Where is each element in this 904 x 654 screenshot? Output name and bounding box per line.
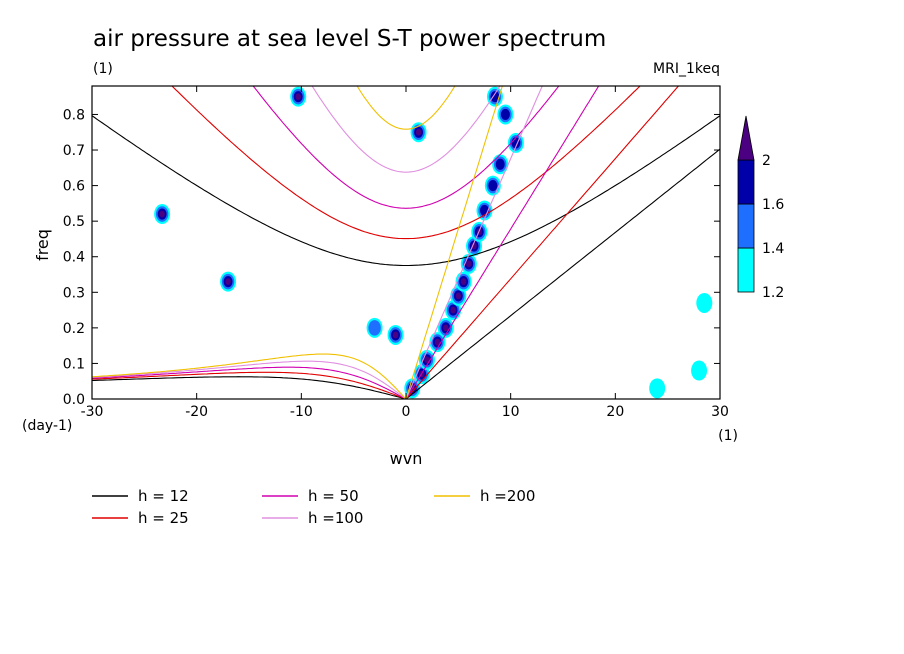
power-contour-24-level-0 [696, 292, 713, 313]
y-tick-label: 0.3 [63, 285, 85, 301]
power-contour-23-level-0 [649, 378, 666, 399]
legend-label: h =200 [480, 487, 535, 505]
power-contour-7-level-3 [460, 278, 467, 286]
colorbar: 1.2 1.4 1.6 2 [737, 115, 784, 301]
y-tick-label: 0.4 [63, 250, 85, 266]
dispersion-curve-rossby-h12 [92, 376, 407, 399]
legend-label: h =100 [308, 509, 363, 527]
colorbar-label: 2 [762, 153, 771, 169]
chart-subtitle-right: MRI_1keq [653, 61, 720, 77]
power-contour-13-level-2 [495, 158, 505, 170]
x-tick-label: 20 [606, 404, 624, 420]
dispersion-curves [92, 86, 720, 399]
dispersion-curve-kelvin-h12 [405, 148, 720, 399]
y-tick-label: 0.1 [63, 356, 85, 372]
power-contour-3-level-3 [434, 338, 441, 346]
power-contour-2-level-3 [424, 356, 430, 364]
dispersion-curve-kelvin-h25 [405, 86, 680, 399]
dispersion-curve-rossby-h50 [92, 366, 407, 399]
x-tick-label: 0 [402, 404, 411, 420]
colorbar-label: 1.6 [762, 197, 784, 213]
x-unit-label: (1) [718, 428, 738, 444]
colorbar-segment-2 [737, 159, 755, 205]
colorbar-segment-1 [737, 203, 755, 249]
dispersion-curve-rossby-h200 [92, 353, 407, 399]
power-contour-21-level-3 [392, 331, 399, 339]
y-tick-label: 0.6 [63, 179, 85, 195]
chart-title: air pressure at sea level S-T power spec… [93, 26, 606, 52]
legend-label: h = 25 [138, 509, 189, 527]
colorbar-label: 1.4 [762, 241, 784, 257]
colorbar-segment-0 [737, 247, 755, 293]
chart-subtitle-left: (1) [93, 61, 113, 77]
power-contour-17-level-3 [415, 128, 422, 136]
legend-label: h = 12 [138, 487, 189, 505]
colorbar-extension [737, 115, 755, 161]
colorbar-label: 1.2 [762, 285, 784, 301]
legend-label: h = 50 [308, 487, 359, 505]
y-tick-label: 0.8 [63, 107, 85, 123]
x-tick-label: 30 [711, 404, 729, 420]
x-axis-label: wvn [390, 449, 423, 468]
power-contour-16-level-2 [490, 91, 500, 103]
dispersion-curve-gravity-h12 [92, 115, 720, 267]
power-contour-18-level-3 [295, 93, 301, 101]
power-contour-8-level-3 [466, 260, 472, 268]
power-contour-6-level-3 [455, 292, 462, 300]
y-axis-label: freq [33, 229, 52, 261]
power-contour-4-level-3 [443, 324, 449, 332]
x-tick-label: -20 [185, 404, 208, 420]
power-contours [154, 86, 713, 399]
dispersion-curve-gravity-h100 [311, 86, 501, 173]
axis-ticks: -30 -20 -10 0 10 20 30 0.0 0.1 0.2 0.3 0.4 0.5 0.6 0.7… [63, 86, 729, 420]
y-tick-label: 0.2 [63, 321, 85, 337]
x-tick-label: -30 [81, 404, 104, 420]
x-tick-label: 10 [502, 404, 520, 420]
plot-frame [91, 85, 721, 400]
dispersion-curve-kelvin-h100 [405, 86, 543, 399]
dispersion-curve-kelvin-h200 [405, 86, 503, 399]
power-contour-25-level-0 [691, 360, 708, 381]
power-contour-5-level-3 [450, 306, 456, 314]
y-tick-label: 0.7 [63, 143, 85, 159]
dispersion-curve-gravity-h50 [252, 86, 560, 209]
dispersion-curve-gravity-h25 [171, 86, 641, 240]
dispersion-curve-kelvin-h50 [405, 86, 600, 399]
y-tick-label: 0.0 [63, 392, 85, 408]
dispersion-curve-rossby-h100 [92, 360, 407, 399]
power-contour-19-level-3 [225, 278, 231, 286]
power-contour-22-level-1 [368, 320, 381, 336]
dispersion-curve-rossby-h25 [92, 371, 407, 399]
x-tick-label: -10 [290, 404, 313, 420]
power-contour-12-level-2 [488, 179, 498, 192]
power-contour-15-level-2 [500, 108, 510, 121]
dispersion-curve-gravity-h200 [356, 86, 456, 130]
y-unit-label: (day-1) [22, 418, 72, 434]
legend: h = 12 h = 25 h = 50 h =100 h =200 [92, 487, 535, 527]
y-tick-label: 0.5 [63, 214, 85, 230]
power-contour-20-level-3 [159, 210, 165, 218]
